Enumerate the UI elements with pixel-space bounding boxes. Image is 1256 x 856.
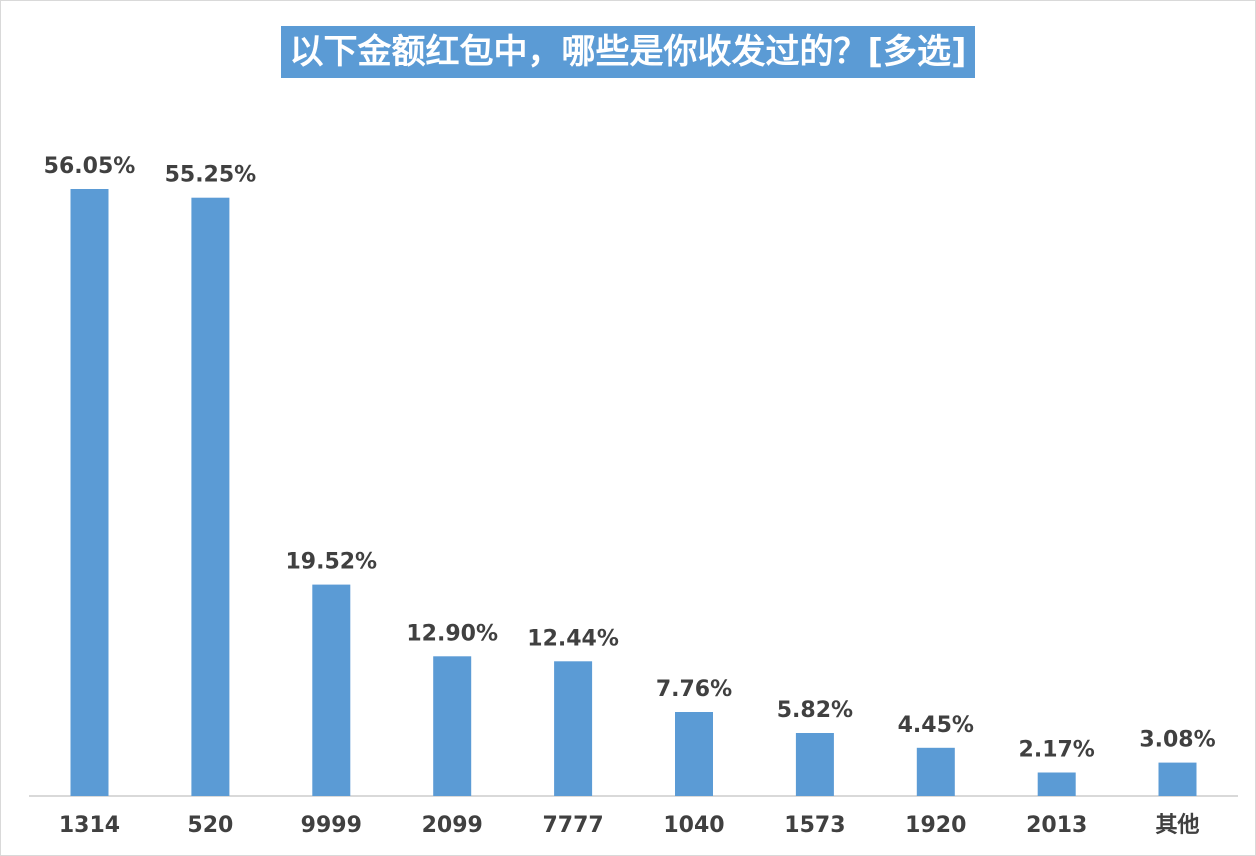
bar-520 bbox=[191, 197, 230, 796]
value-label-其他: 3.08% bbox=[1139, 728, 1215, 753]
x-tick-label-7777: 7777 bbox=[542, 813, 603, 838]
value-label-2013: 2.17% bbox=[1019, 738, 1095, 763]
title-container: 以下金额红包中，哪些是你收发过的？[多选] bbox=[0, 26, 1256, 78]
value-label-520: 55.25% bbox=[165, 163, 257, 188]
bar-9999 bbox=[312, 584, 351, 796]
value-label-2099: 12.90% bbox=[406, 621, 498, 646]
bar-1573 bbox=[795, 733, 834, 796]
x-tick-label-1040: 1040 bbox=[663, 813, 724, 838]
bar-1920 bbox=[916, 747, 955, 796]
value-label-7777: 12.44% bbox=[527, 626, 619, 651]
x-tick-label-1573: 1573 bbox=[784, 813, 845, 838]
x-tick-label-9999: 9999 bbox=[301, 813, 362, 838]
value-label-1040: 7.76% bbox=[656, 677, 732, 702]
bar-1040 bbox=[675, 712, 713, 796]
bar-2013 bbox=[1037, 772, 1076, 796]
bar-2099 bbox=[433, 656, 472, 796]
bar-7777 bbox=[554, 661, 593, 796]
value-label-9999: 19.52% bbox=[285, 550, 377, 575]
x-tick-label-1920: 1920 bbox=[905, 813, 966, 838]
x-tick-label-2099: 2099 bbox=[422, 813, 483, 838]
bars-group bbox=[70, 189, 1197, 796]
bar-其他 bbox=[1158, 762, 1197, 796]
value-label-1314: 56.05% bbox=[44, 154, 136, 179]
x-tick-label-其他: 其他 bbox=[1155, 813, 1199, 838]
value-label-1573: 5.82% bbox=[777, 698, 853, 723]
value-label-1920: 4.45% bbox=[898, 713, 974, 738]
chart-title: 以下金额红包中，哪些是你收发过的？[多选] bbox=[281, 26, 975, 78]
bar-1314 bbox=[70, 189, 109, 796]
value-labels-group: 56.05% 55.25% 19.52% 12.90% 12.44% 7.76% 5.82%… bbox=[44, 154, 1216, 763]
x-tick-label-2013: 2013 bbox=[1026, 813, 1087, 838]
tick-labels-group: 1314 520 9999 2099 7777 1040 1573 1920 2013 其他 bbox=[59, 813, 1200, 838]
x-tick-label-520: 520 bbox=[187, 813, 233, 838]
x-tick-label-1314: 1314 bbox=[59, 813, 120, 838]
